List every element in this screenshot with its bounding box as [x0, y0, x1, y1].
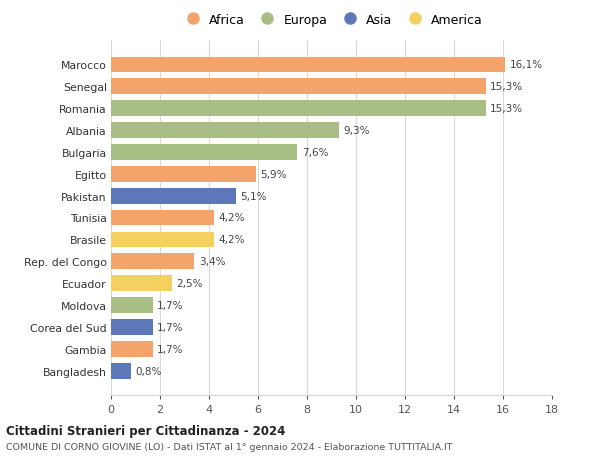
Bar [111, 123, 339, 139]
Text: 5,1%: 5,1% [241, 191, 267, 201]
Text: 4,2%: 4,2% [218, 213, 245, 223]
Text: 3,4%: 3,4% [199, 257, 225, 267]
Bar [111, 57, 505, 73]
Bar [111, 145, 297, 160]
Text: 4,2%: 4,2% [218, 235, 245, 245]
Bar [111, 79, 486, 95]
Bar [111, 341, 152, 357]
Legend: Africa, Europa, Asia, America: Africa, Europa, Asia, America [175, 9, 488, 32]
Text: Cittadini Stranieri per Cittadinanza - 2024: Cittadini Stranieri per Cittadinanza - 2… [6, 424, 286, 437]
Bar [111, 188, 236, 204]
Text: 15,3%: 15,3% [490, 104, 523, 114]
Text: 15,3%: 15,3% [490, 82, 523, 92]
Text: 1,7%: 1,7% [157, 322, 184, 332]
Bar [111, 363, 131, 379]
Bar [111, 232, 214, 248]
Bar [111, 319, 152, 335]
Text: 2,5%: 2,5% [176, 279, 203, 289]
Text: 16,1%: 16,1% [510, 60, 543, 70]
Bar [111, 276, 172, 291]
Text: 0,8%: 0,8% [135, 366, 161, 376]
Bar [111, 297, 152, 313]
Text: 1,7%: 1,7% [157, 300, 184, 310]
Text: 5,9%: 5,9% [260, 169, 286, 179]
Text: 9,3%: 9,3% [343, 126, 370, 136]
Text: 1,7%: 1,7% [157, 344, 184, 354]
Text: 7,6%: 7,6% [302, 147, 328, 157]
Bar [111, 101, 486, 117]
Bar [111, 254, 194, 269]
Text: COMUNE DI CORNO GIOVINE (LO) - Dati ISTAT al 1° gennaio 2024 - Elaborazione TUTT: COMUNE DI CORNO GIOVINE (LO) - Dati ISTA… [6, 442, 452, 451]
Bar [111, 210, 214, 226]
Bar [111, 167, 256, 182]
